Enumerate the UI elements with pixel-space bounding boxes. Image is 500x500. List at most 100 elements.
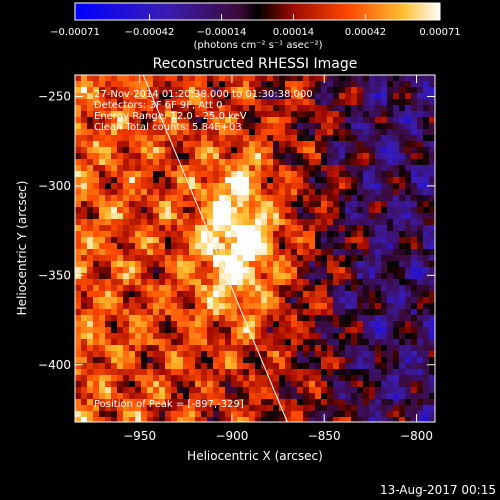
- heatmap-cell: [387, 345, 393, 351]
- heatmap-cell: [375, 387, 381, 393]
- heatmap-cell: [111, 123, 117, 129]
- heatmap-cell: [399, 273, 405, 279]
- heatmap-cell: [285, 351, 291, 357]
- heatmap-cell: [309, 183, 315, 189]
- heatmap-cell: [357, 273, 363, 279]
- heatmap-cell: [237, 171, 243, 177]
- heatmap-cell: [87, 411, 93, 417]
- heatmap-cell: [81, 333, 87, 339]
- heatmap-cell: [183, 363, 189, 369]
- heatmap-cell: [93, 237, 99, 243]
- heatmap-cell: [261, 225, 267, 231]
- heatmap-cell: [273, 291, 279, 297]
- heatmap-cell: [87, 261, 93, 267]
- heatmap-cell: [327, 237, 333, 243]
- heatmap-cell: [87, 255, 93, 261]
- heatmap-cell: [387, 327, 393, 333]
- heatmap-cell: [375, 111, 381, 117]
- heatmap-cell: [201, 153, 207, 159]
- heatmap-cell: [309, 309, 315, 315]
- heatmap-cell: [255, 297, 261, 303]
- heatmap-cell: [249, 81, 255, 87]
- heatmap-cell: [375, 381, 381, 387]
- heatmap-cell: [177, 321, 183, 327]
- heatmap-cell: [243, 405, 249, 411]
- heatmap-cell: [201, 75, 207, 81]
- heatmap-cell: [93, 195, 99, 201]
- heatmap-cell: [393, 399, 399, 405]
- heatmap-cell: [111, 129, 117, 135]
- heatmap-cell: [381, 351, 387, 357]
- heatmap-cell: [171, 201, 177, 207]
- heatmap-cell: [123, 225, 129, 231]
- heatmap-cell: [357, 321, 363, 327]
- heatmap-cell: [369, 315, 375, 321]
- heatmap-cell: [411, 417, 417, 422]
- heatmap-cell: [309, 93, 315, 99]
- heatmap-cell: [321, 213, 327, 219]
- heatmap-cell: [339, 261, 345, 267]
- heatmap-cell: [183, 129, 189, 135]
- heatmap-cell: [309, 357, 315, 363]
- heatmap-cell: [183, 111, 189, 117]
- heatmap-cell: [387, 171, 393, 177]
- heatmap-cell: [81, 339, 87, 345]
- heatmap-cell: [147, 297, 153, 303]
- heatmap-cell: [393, 261, 399, 267]
- colorbar-tick-label: −0.00042: [125, 27, 175, 38]
- heatmap-cell: [303, 165, 309, 171]
- heatmap-cell: [333, 177, 339, 183]
- heatmap-cell: [165, 159, 171, 165]
- heatmap-cell: [243, 411, 249, 417]
- heatmap-cell: [87, 267, 93, 273]
- heatmap-cell: [333, 321, 339, 327]
- heatmap-cell: [243, 225, 249, 231]
- heatmap-cell: [105, 279, 111, 285]
- heatmap-cell: [237, 207, 243, 213]
- heatmap-cell: [375, 195, 381, 201]
- heatmap-cell: [123, 231, 129, 237]
- heatmap-cell: [321, 123, 327, 129]
- heatmap-cell: [417, 285, 423, 291]
- heatmap-cell: [237, 327, 243, 333]
- heatmap-cell: [225, 207, 231, 213]
- heatmap-cell: [207, 291, 213, 297]
- heatmap-cell: [201, 249, 207, 255]
- heatmap-cell: [189, 375, 195, 381]
- heatmap-cell: [351, 279, 357, 285]
- heatmap-cell: [291, 201, 297, 207]
- heatmap-cell: [147, 345, 153, 351]
- heatmap-cell: [147, 303, 153, 309]
- heatmap-cell: [105, 321, 111, 327]
- heatmap-cell: [393, 219, 399, 225]
- heatmap-cell: [393, 153, 399, 159]
- heatmap-cell: [285, 81, 291, 87]
- heatmap-cell: [75, 345, 81, 351]
- heatmap-cell: [339, 255, 345, 261]
- heatmap-cell: [279, 219, 285, 225]
- heatmap-cell: [309, 303, 315, 309]
- heatmap-cell: [381, 117, 387, 123]
- heatmap-cell: [411, 363, 417, 369]
- heatmap-cell: [327, 255, 333, 261]
- heatmap-cell: [183, 123, 189, 129]
- heatmap-cell: [267, 411, 273, 417]
- heatmap-cell: [333, 393, 339, 399]
- heatmap-cell: [99, 333, 105, 339]
- heatmap-cell: [141, 105, 147, 111]
- heatmap-cell: [303, 363, 309, 369]
- heatmap-cell: [81, 231, 87, 237]
- heatmap-cell: [345, 297, 351, 303]
- heatmap-cell: [399, 141, 405, 147]
- heatmap-cell: [273, 81, 279, 87]
- annotation-line: Energy Range: 12.0 - 25.0 keV: [94, 111, 247, 122]
- heatmap-cell: [249, 381, 255, 387]
- heatmap-cell: [153, 159, 159, 165]
- heatmap-cell: [375, 237, 381, 243]
- heatmap-cell: [183, 387, 189, 393]
- heatmap-cell: [87, 381, 93, 387]
- heatmap-cell: [405, 129, 411, 135]
- heatmap-cell: [165, 135, 171, 141]
- heatmap-cell: [231, 357, 237, 363]
- heatmap-cell: [315, 99, 321, 105]
